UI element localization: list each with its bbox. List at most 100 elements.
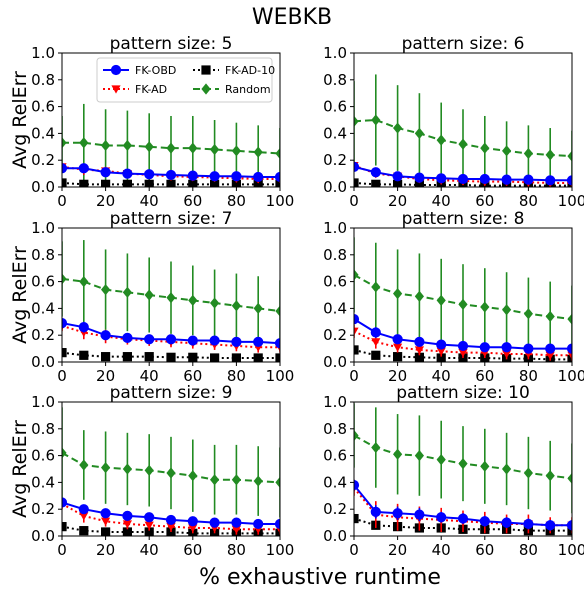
y-tick-label: 0.4 [31, 124, 55, 142]
data-point [524, 308, 533, 319]
data-point [437, 513, 446, 522]
data-point [101, 352, 110, 361]
data-point [210, 144, 219, 155]
data-point [415, 291, 424, 302]
data-point [415, 173, 424, 182]
panel-title: pattern size: 7 [110, 209, 233, 229]
series-fk-ad-10 [57, 348, 284, 363]
x-tick-label: 0 [57, 367, 67, 385]
y-tick-label: 0.8 [31, 246, 55, 264]
x-tick-label: 0 [349, 192, 359, 210]
data-point [502, 518, 511, 527]
data-point [166, 335, 175, 344]
x-tick-label: 60 [475, 541, 494, 559]
x-tick-label: 20 [388, 541, 407, 559]
data-point [524, 519, 533, 528]
y-tick-label: 0.0 [31, 178, 55, 196]
data-point [371, 168, 380, 177]
data-point [232, 518, 241, 527]
data-point [524, 175, 533, 184]
data-point [188, 336, 197, 345]
x-tick-label: 100 [558, 192, 584, 210]
data-point [480, 174, 489, 183]
data-point [371, 180, 380, 189]
data-point [166, 353, 175, 362]
y-tick-label: 0.0 [31, 353, 55, 371]
data-point [166, 143, 175, 154]
y-tick-label: 1.0 [323, 219, 347, 237]
data-point [393, 288, 402, 299]
data-point [415, 337, 424, 346]
data-point [458, 458, 467, 469]
data-point [371, 338, 380, 346]
panel-2: pattern size: 6 0 20 40 60 80 100 0.0 0.2 0.4 0.6 0… [323, 34, 584, 210]
data-point [480, 461, 489, 472]
data-point [546, 470, 555, 481]
legend-label: FK-AD-10 [225, 64, 275, 77]
x-tick-label: 40 [432, 541, 451, 559]
data-point [254, 147, 263, 158]
panel-3: pattern size: 7Avg RelErr0 20 40 60 80 1000.0… [9, 209, 294, 385]
data-point [393, 335, 402, 344]
data-point [101, 140, 110, 151]
x-tick-label: 0 [349, 367, 359, 385]
data-point [458, 139, 467, 150]
data-point [415, 450, 424, 461]
y-tick-label: 0.8 [323, 246, 347, 264]
data-point [123, 352, 132, 361]
data-point [371, 328, 380, 337]
data-point [79, 351, 88, 360]
data-point [188, 353, 197, 362]
data-point [502, 145, 511, 156]
data-point [166, 467, 175, 478]
panel-title: pattern size: 6 [402, 34, 525, 54]
data-point [415, 128, 424, 139]
y-tick-label: 0.2 [323, 500, 347, 518]
data-point [393, 172, 402, 181]
data-point [101, 509, 110, 518]
data-point [123, 333, 132, 342]
legend-marker [111, 65, 120, 74]
data-point [502, 463, 511, 474]
plot-area [57, 407, 284, 538]
x-tick-label: 20 [96, 192, 115, 210]
data-point [188, 517, 197, 526]
data-point [123, 463, 132, 474]
y-tick-label: 0.8 [31, 71, 55, 89]
series-random [57, 240, 284, 342]
legend: FK-OBD FK-AD-10FK-AD Random [97, 58, 275, 102]
data-point [188, 143, 197, 154]
data-point [79, 164, 88, 173]
panel-4: pattern size: 8 0 20 40 60 80 100 0.0 0.2 0.4 0.6 0… [323, 209, 584, 385]
data-point [101, 284, 110, 295]
data-point [210, 518, 219, 527]
x-tick-label: 60 [475, 192, 494, 210]
data-point [79, 276, 88, 287]
data-point [145, 141, 154, 152]
data-point [145, 352, 154, 361]
panel-title: pattern size: 9 [110, 383, 233, 403]
x-axis-label: % exhaustive runtime [199, 565, 441, 590]
data-point [458, 514, 467, 523]
y-tick-label: 0.6 [31, 447, 55, 465]
data-point [437, 135, 446, 146]
y-axis-label: Avg RelErr [9, 246, 31, 344]
x-tick-label: 80 [227, 541, 246, 559]
y-axis-label: Avg RelErr [9, 420, 31, 518]
data-point [458, 341, 467, 350]
data-point [371, 507, 380, 516]
x-tick-label: 100 [266, 367, 295, 385]
data-point [254, 353, 263, 362]
plot-area [349, 74, 576, 190]
x-tick-label: 100 [558, 541, 584, 559]
data-point [546, 344, 555, 353]
data-point [480, 301, 489, 312]
data-point [371, 281, 380, 292]
x-tick-label: 60 [183, 541, 202, 559]
data-point [437, 174, 446, 183]
data-point [79, 459, 88, 470]
data-point [145, 289, 154, 300]
panels: pattern size: 5 Avg RelErr 0 20 40 60 80 100 0.0… [9, 34, 584, 559]
data-point [393, 509, 402, 518]
